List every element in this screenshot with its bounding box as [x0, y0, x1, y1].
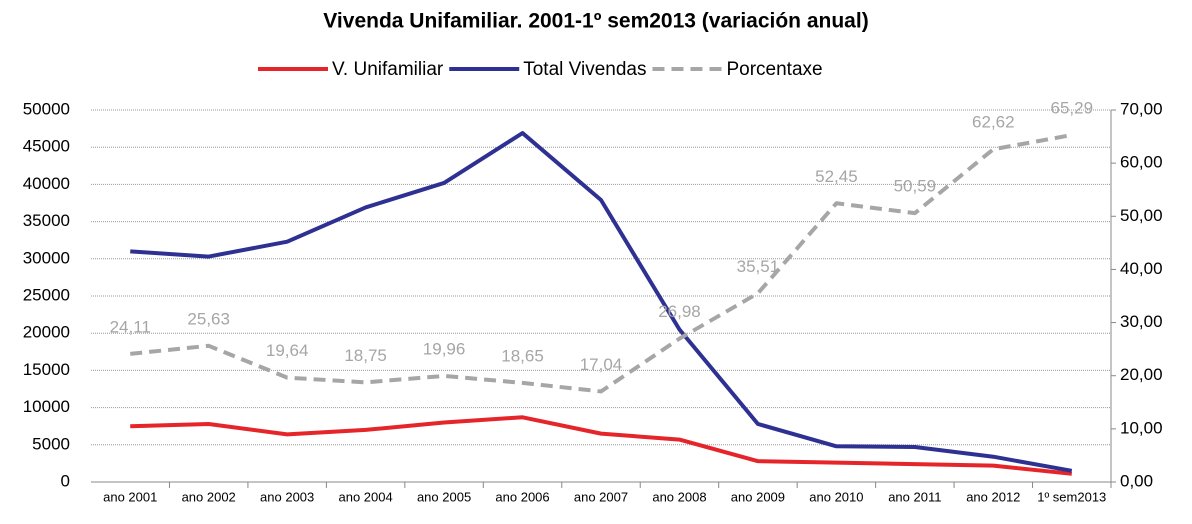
y2-tick-label: 20,00 — [1120, 365, 1163, 384]
y2-tick-label: 40,00 — [1120, 259, 1163, 278]
data-label: 26,98 — [658, 302, 701, 321]
series-line — [130, 415, 1072, 476]
x-tick-label: ano 2004 — [338, 489, 392, 504]
x-tick-label: ano 2003 — [260, 489, 314, 504]
data-label: 50,59 — [894, 177, 937, 196]
data-label: 35,51 — [737, 257, 780, 276]
data-label: 19,64 — [266, 341, 309, 360]
y-tick-label: 45000 — [23, 137, 70, 156]
y-tick-label: 30000 — [23, 248, 70, 267]
series-line — [130, 131, 1073, 473]
x-tick-label: ano 2010 — [809, 489, 863, 504]
y-tick-label: 35000 — [23, 211, 70, 230]
x-tick-label: ano 2006 — [495, 489, 549, 504]
y2-tick-label: 50,00 — [1120, 206, 1163, 225]
x-tick-label: ano 2011 — [888, 489, 941, 504]
legend-label: V. Unifamiliar — [332, 59, 444, 80]
y-tick-label: 50000 — [23, 99, 70, 118]
y-tick-label: 15000 — [23, 360, 70, 379]
x-tick-label: ano 2007 — [574, 489, 628, 504]
data-label: 18,75 — [344, 346, 387, 365]
data-label: 19,96 — [423, 339, 466, 358]
data-label: 17,04 — [580, 355, 623, 374]
data-label: 18,65 — [501, 346, 544, 365]
x-tick-label: 1º sem2013 — [1037, 489, 1106, 504]
x-tick-label: ano 2008 — [652, 489, 706, 504]
data-label: 52,45 — [815, 167, 858, 186]
data-label: 25,63 — [187, 309, 230, 328]
y-tick-label: 20000 — [23, 323, 70, 342]
y-tick-label: 0 — [61, 471, 70, 490]
x-tick-label: ano 2005 — [417, 489, 471, 504]
series-line — [130, 133, 1073, 394]
legend-label: Porcentaxe — [726, 59, 822, 80]
y2-tick-label: 0,00 — [1120, 471, 1153, 490]
data-label: 24,11 — [110, 317, 151, 336]
y-tick-label: 25000 — [23, 285, 70, 304]
y-tick-label: 10000 — [23, 397, 70, 416]
x-tick-label: ano 2009 — [731, 489, 785, 504]
chart-title: Vivenda Unifamiliar. 2001-1º sem2013 (va… — [323, 10, 868, 33]
y-tick-label: 40000 — [23, 174, 70, 193]
data-label: 65,29 — [1050, 99, 1093, 118]
x-tick-label: ano 2012 — [966, 489, 1020, 504]
y2-tick-label: 70,00 — [1120, 99, 1163, 118]
y2-tick-label: 60,00 — [1120, 153, 1163, 172]
x-tick-label: ano 2001 — [103, 489, 157, 504]
legend-label: Total Vivendas — [523, 59, 646, 80]
data-label: 62,62 — [972, 113, 1015, 132]
x-tick-label: ano 2002 — [182, 489, 236, 504]
y2-tick-label: 10,00 — [1120, 418, 1163, 437]
y-tick-label: 5000 — [32, 434, 70, 453]
y2-tick-label: 30,00 — [1120, 312, 1163, 331]
